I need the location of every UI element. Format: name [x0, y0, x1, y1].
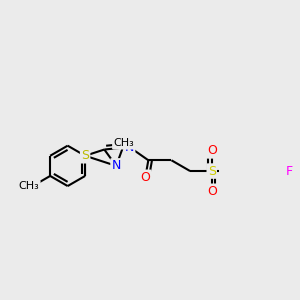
Text: S: S: [208, 165, 216, 178]
Text: O: O: [140, 171, 150, 184]
Text: CH₃: CH₃: [113, 138, 134, 148]
Text: CH₃: CH₃: [19, 181, 40, 191]
Text: O: O: [207, 185, 217, 198]
Text: O: O: [207, 144, 217, 158]
Text: N: N: [112, 159, 121, 172]
Text: N: N: [125, 140, 134, 154]
Text: F: F: [286, 165, 293, 178]
Text: S: S: [81, 149, 89, 162]
